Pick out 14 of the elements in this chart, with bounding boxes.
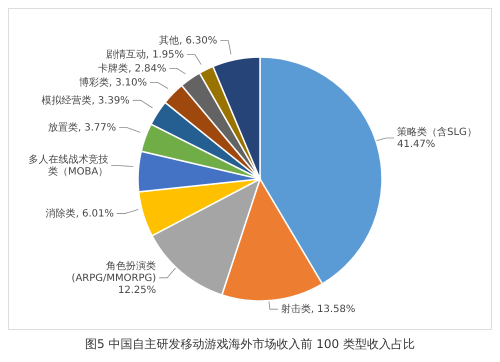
slice-label: 其他, 6.30%	[159, 34, 218, 47]
slice-label: 消除类, 6.01%	[46, 208, 114, 220]
slice-label: 模拟经营类, 3.39%	[42, 94, 130, 106]
text: 图5 中国自主研发移动游戏海外市场收入前 100 类型收入占比	[84, 336, 416, 353]
slice-label: 剧情互动, 1.95%	[106, 48, 184, 61]
data-label: 12.25%	[118, 284, 156, 296]
data-label: 41.47%	[397, 138, 436, 150]
slice-label: 卡牌类, 2.84%	[98, 62, 166, 75]
slice-label: 多人在线战术竞技类（MOBA）	[28, 154, 108, 178]
slice-label: 放置类, 3.77%	[48, 122, 116, 134]
slice-label: 射击类, 13.58%	[280, 303, 356, 316]
slice-label: 策略类（含SLG）	[397, 126, 477, 138]
slice-label: 博彩类, 3.10%	[78, 76, 147, 89]
slice-label: 角色扮演类 (ARPG/MMORPG)	[72, 260, 156, 284]
